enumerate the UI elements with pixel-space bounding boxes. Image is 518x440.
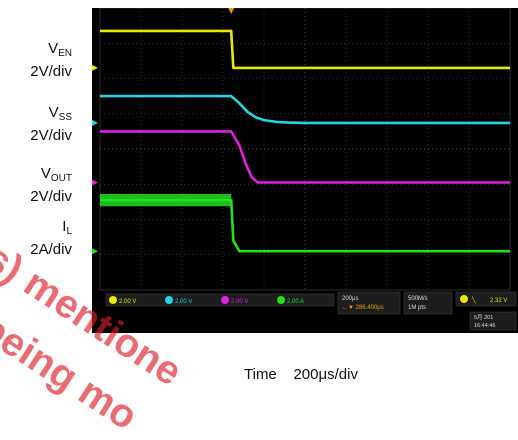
ch3-ground-marker-icon <box>92 179 98 186</box>
channel-readout-box <box>105 293 335 307</box>
channel-markers <box>92 8 235 255</box>
label-vout-scale: 2V/div <box>30 188 72 205</box>
label-ven-scale: 2V/div <box>30 63 72 80</box>
label-vss: VSS 2V/div <box>30 104 72 145</box>
ch2-scale-readout: 2.00 V <box>175 299 192 305</box>
label-vout-main: V <box>40 165 51 182</box>
ch4-scale-readout: 2.00 A <box>287 299 304 305</box>
label-vss-scale: 2V/div <box>30 127 72 144</box>
label-vss-sub: SS <box>58 112 72 123</box>
record-length-readout: 1M pts <box>408 305 426 311</box>
trigger-source-icon <box>460 295 468 303</box>
trace-en <box>100 29 510 70</box>
status-bar: 2.00 V 2.00 V 2.00 V 2.00 A 200μs ←▼ 286… <box>105 291 517 331</box>
label-il: IL 2A/div <box>30 218 72 259</box>
clock-box <box>469 311 517 331</box>
label-il-main: I <box>62 218 67 235</box>
ch1-scale-readout: 2.00 V <box>119 299 136 305</box>
oscilloscope-screen: 2.00 V 2.00 V 2.00 V 2.00 A 200μs ←▼ 286… <box>92 7 518 333</box>
trace-out <box>100 130 510 184</box>
timebase-readout: 200μs <box>342 296 358 302</box>
trigger-level-readout: 2.32 V <box>490 298 507 304</box>
ch1-badge-icon <box>109 296 117 304</box>
label-vout-sub: OUT <box>50 173 72 184</box>
ch3-scale-readout: 2.00 V <box>231 299 248 305</box>
date-readout: 5月 201 <box>474 314 493 321</box>
acquisition-box <box>403 291 453 315</box>
label-ven: VEN 2V/div <box>30 40 72 81</box>
ch2-badge-icon <box>165 296 173 304</box>
trigger-box <box>455 291 517 307</box>
trace-l <box>100 198 510 253</box>
trace-ss <box>100 94 510 125</box>
label-ven-main: V <box>48 40 59 57</box>
label-vss-main: V <box>48 104 59 121</box>
ch1-ground-marker-icon <box>92 64 98 71</box>
ch2-ground-marker-icon <box>92 119 98 126</box>
trigger-slope-icon: ╲ <box>471 296 476 304</box>
waveform-traces <box>100 29 510 253</box>
ch4-ground-marker-icon <box>92 248 98 255</box>
trigger-position-icon <box>228 8 235 14</box>
label-vout: VOUT 2V/div <box>30 165 72 206</box>
label-il-sub: L <box>66 226 72 237</box>
delay-readout: ←▼ 286.400μs <box>342 305 384 311</box>
graticule <box>99 7 511 291</box>
clock-readout: 16:44:46 <box>474 323 495 329</box>
sample-rate-readout: 500M/s <box>408 296 428 302</box>
timebase-caption: Time 200μs/div <box>244 366 358 383</box>
label-ven-sub: EN <box>58 48 72 59</box>
timebase-box <box>337 291 401 315</box>
label-il-scale: 2A/div <box>30 241 72 258</box>
ch4-badge-icon <box>277 296 285 304</box>
ch3-badge-icon <box>221 296 229 304</box>
scope-plot: 2.00 V 2.00 V 2.00 V 2.00 A 200μs ←▼ 286… <box>92 7 517 331</box>
